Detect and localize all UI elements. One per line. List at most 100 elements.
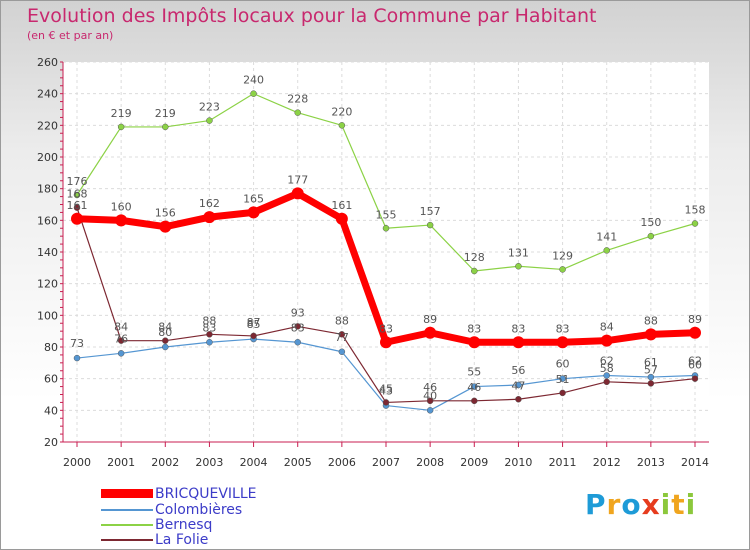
data-label: 83 [511, 322, 525, 335]
data-label: 129 [552, 249, 573, 262]
data-label: 46 [467, 381, 481, 394]
data-label: 62 [600, 355, 614, 368]
x-tick-label: 2011 [549, 456, 577, 469]
plot-area [63, 62, 709, 442]
data-point [380, 336, 392, 349]
data-point [382, 225, 390, 232]
data-point [338, 348, 346, 355]
data-label: 165 [243, 192, 264, 205]
data-label: 73 [70, 337, 84, 350]
data-point [73, 204, 81, 211]
series-bricqueville [71, 187, 701, 349]
x-tick-label: 2008 [416, 456, 444, 469]
data-label: 83 [379, 322, 393, 335]
data-point [426, 407, 434, 414]
data-label: 84 [158, 321, 172, 334]
x-tick-label: 2013 [637, 456, 665, 469]
data-point [559, 266, 566, 273]
x-tick-label: 2007 [372, 456, 400, 469]
data-point [559, 375, 566, 382]
y-tick-label: 260 [37, 56, 58, 69]
data-point [162, 343, 169, 351]
data-point [691, 375, 699, 382]
data-point [603, 247, 610, 254]
data-label: 162 [199, 197, 220, 210]
data-point [647, 232, 655, 240]
data-point [471, 397, 478, 405]
series-la-folie [73, 204, 699, 406]
data-point [117, 350, 125, 357]
x-tick-label: 2001 [107, 456, 135, 469]
x-tick-label: 2004 [240, 456, 268, 469]
data-point [338, 122, 346, 129]
legend-swatch [101, 508, 153, 511]
proxiti-logo: Proxiti [585, 488, 696, 521]
data-point [203, 211, 216, 224]
data-point [424, 326, 437, 339]
data-point [468, 336, 481, 349]
x-tick-label: 2010 [504, 456, 532, 469]
logo-letter: r [606, 488, 622, 521]
x-tick-label: 2000 [63, 456, 91, 469]
data-point [162, 337, 169, 344]
data-label: 176 [67, 175, 88, 188]
data-label: 55 [467, 366, 481, 379]
x-tick-label: 2009 [460, 456, 488, 469]
y-tick-label: 180 [37, 183, 58, 196]
x-tick-label: 2002 [151, 456, 179, 469]
y-tick-label: 80 [44, 341, 58, 354]
x-tick-label: 2005 [284, 456, 312, 469]
data-label: 47 [511, 379, 525, 392]
data-label: 76 [114, 332, 128, 345]
data-point [338, 331, 346, 338]
logo-letter: o [621, 488, 642, 521]
data-point [603, 378, 610, 386]
data-label: 157 [420, 205, 441, 218]
data-label: 240 [243, 74, 264, 87]
data-point [647, 380, 655, 387]
data-point [117, 123, 125, 131]
data-label: 45 [379, 382, 393, 395]
y-tick-label: 100 [37, 309, 58, 322]
data-label: 158 [685, 204, 706, 217]
data-label: 141 [596, 230, 617, 243]
data-label: 156 [155, 207, 176, 220]
data-label: 88 [335, 314, 349, 327]
data-label: 83 [202, 321, 216, 334]
legend-item: La Folie [101, 532, 208, 548]
data-point [603, 372, 610, 379]
data-label: 228 [287, 93, 308, 106]
chart-title: Evolution des Impôts locaux pour la Comm… [27, 5, 597, 27]
data-point [382, 399, 390, 406]
logo-letter: P [585, 488, 607, 521]
data-label: 85 [247, 318, 261, 331]
data-label: 128 [464, 251, 485, 264]
x-tick-label: 2003 [195, 456, 223, 469]
data-point [691, 220, 699, 227]
data-label: 89 [423, 313, 437, 326]
data-point [294, 339, 301, 346]
data-point [250, 90, 257, 97]
legend-swatch [101, 523, 153, 526]
data-label: 150 [640, 216, 661, 229]
legend-swatch [101, 489, 153, 498]
y-tick-label: 40 [44, 404, 58, 417]
data-point [250, 332, 257, 340]
data-point [294, 109, 301, 116]
data-label: 83 [556, 322, 570, 335]
data-label: 84 [114, 321, 128, 334]
y-tick-label: 240 [37, 88, 58, 101]
data-label: 83 [291, 321, 305, 334]
logo-letter: t [671, 488, 686, 521]
data-label: 60 [688, 359, 702, 372]
data-label: 161 [331, 199, 352, 212]
logo-letter: i [660, 488, 672, 521]
data-point [115, 214, 128, 227]
data-point [559, 389, 566, 397]
data-point [689, 326, 701, 339]
data-label: 219 [155, 107, 176, 120]
data-point [206, 339, 213, 346]
data-point [117, 337, 125, 344]
legend-label: BRICQUEVILLE [155, 485, 257, 502]
data-point [515, 263, 522, 270]
